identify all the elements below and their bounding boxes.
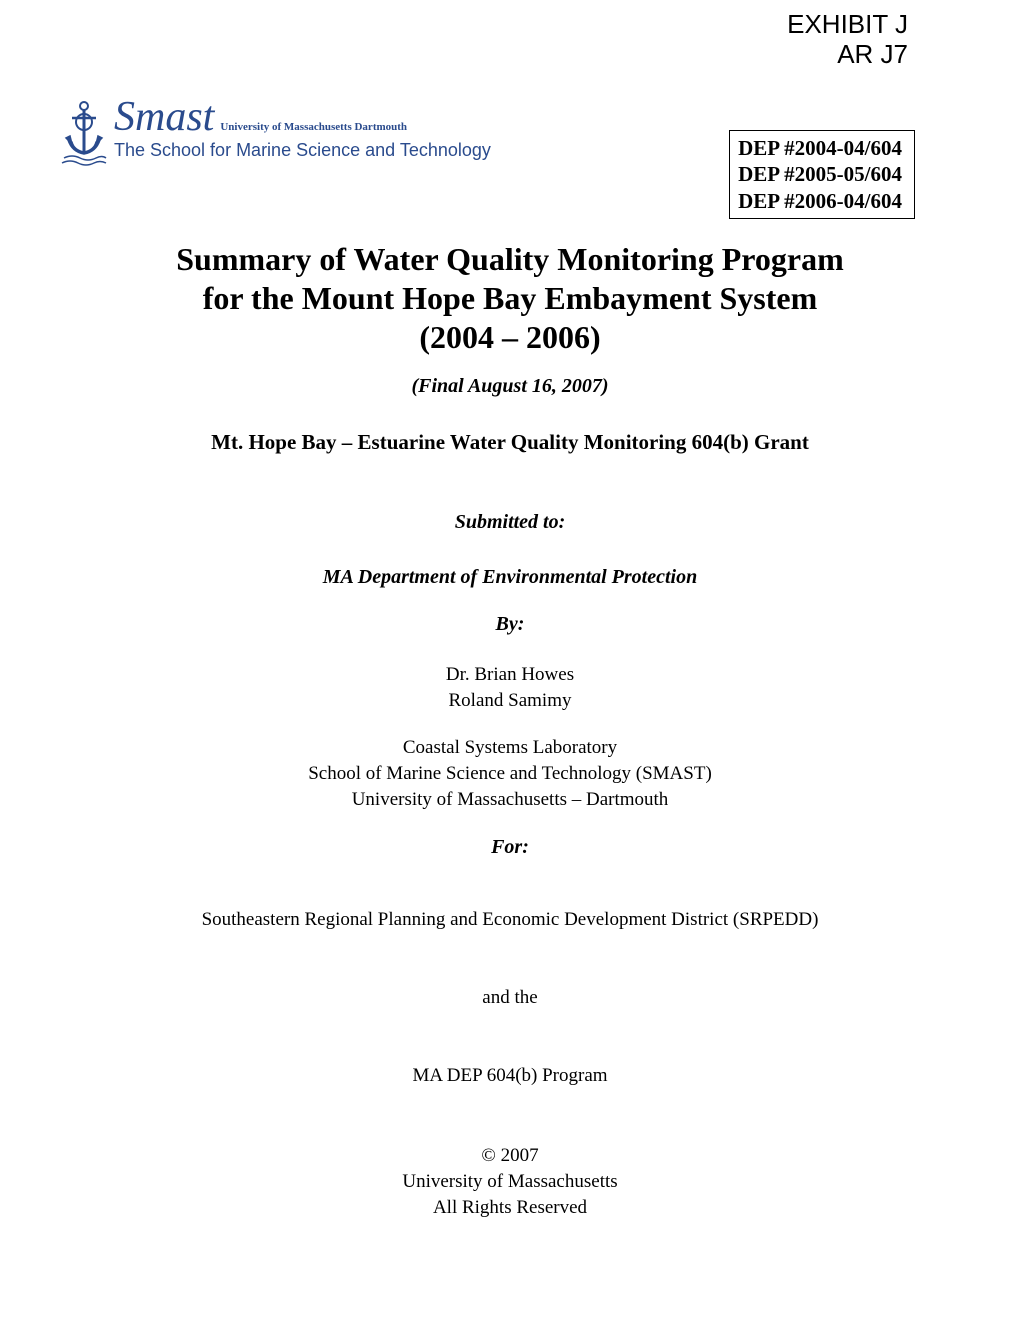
author-2: Roland Samimy [0, 688, 1020, 714]
by-label: By: [0, 613, 1020, 636]
submitted-to-label: Submitted to: [0, 511, 1020, 534]
dep-line-3: DEP #2006-04/604 [738, 188, 902, 214]
title-line-2: for the Mount Hope Bay Embayment System [0, 279, 1020, 318]
author-1: Dr. Brian Howes [0, 662, 1020, 688]
school-name: The School for Marine Science and Techno… [114, 140, 491, 161]
copyright-block: © 2007 University of Massachusetts All R… [0, 1143, 1020, 1220]
anchor-icon [60, 96, 108, 166]
and-the-line: and the [0, 987, 1020, 1009]
smast-wordmark: Smast [114, 96, 214, 138]
dep-number-box: DEP #2004-04/604 DEP #2005-05/604 DEP #2… [729, 130, 915, 219]
affiliation-block: Coastal Systems Laboratory School of Mar… [0, 735, 1020, 812]
dep-line-2: DEP #2005-05/604 [738, 161, 902, 187]
program-line: MA DEP 604(b) Program [0, 1065, 1020, 1087]
umd-label: University of Massachusetts Dartmouth [220, 121, 407, 138]
exhibit-header: EXHIBIT J AR J7 [787, 10, 908, 70]
copyright-rights: All Rights Reserved [0, 1195, 1020, 1221]
for-label: For: [0, 836, 1020, 859]
grant-title: Mt. Hope Bay – Estuarine Water Quality M… [0, 430, 1020, 455]
title-line-3: (2004 – 2006) [0, 318, 1020, 357]
authors-block: Dr. Brian Howes Roland Samimy [0, 662, 1020, 713]
copyright-univ: University of Massachusetts [0, 1169, 1020, 1195]
logo-text-wrap: Smast University of Massachusetts Dartmo… [114, 96, 491, 161]
smast-row: Smast University of Massachusetts Dartmo… [114, 96, 491, 138]
srpedd-line: Southeastern Regional Planning and Econo… [0, 909, 1020, 931]
title-line-1: Summary of Water Quality Monitoring Prog… [0, 240, 1020, 279]
exhibit-line-1: EXHIBIT J [787, 10, 908, 40]
affiliation-line-3: University of Massachusetts – Dartmouth [0, 787, 1020, 813]
exhibit-line-2: AR J7 [787, 40, 908, 70]
final-date: (Final August 16, 2007) [0, 375, 1020, 398]
document-content: Summary of Water Quality Monitoring Prog… [0, 240, 1020, 1220]
affiliation-line-2: School of Marine Science and Technology … [0, 761, 1020, 787]
document-title: Summary of Water Quality Monitoring Prog… [0, 240, 1020, 357]
dep-line-1: DEP #2004-04/604 [738, 135, 902, 161]
affiliation-line-1: Coastal Systems Laboratory [0, 735, 1020, 761]
copyright-year: © 2007 [0, 1143, 1020, 1169]
smast-logo: Smast University of Massachusetts Dartmo… [60, 96, 491, 166]
recipient: MA Department of Environmental Protectio… [0, 566, 1020, 589]
